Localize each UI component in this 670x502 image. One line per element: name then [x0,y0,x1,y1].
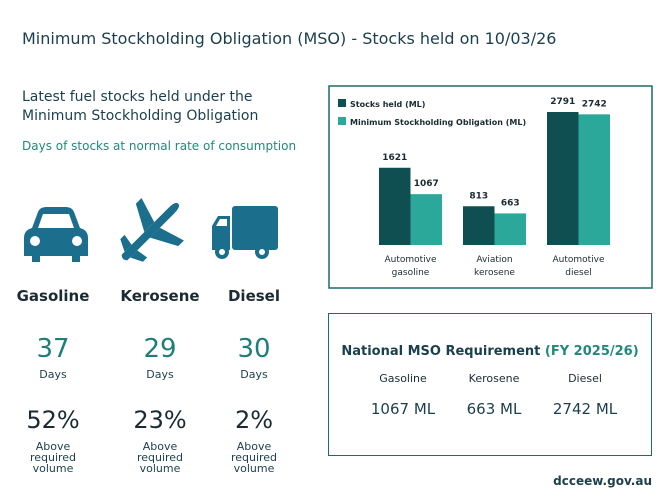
chart-panel [328,85,653,289]
requirement-title: National MSO Requirement (FY 2025/26) [329,344,651,359]
fuel-name: Kerosene [120,287,200,305]
footer: dcceew.gov.au [553,474,652,488]
requirement-name: Gasoline [379,372,427,385]
requirement-value: 1067 ML [370,400,436,418]
page-title: Minimum Stockholding Obligation (MSO) - … [22,29,557,48]
requirement-value: 663 ML [466,400,522,418]
bar-value-label: 1067 [414,179,439,189]
bar-value-label: 2742 [582,99,607,109]
category-label-box: Aviation kerosene [474,255,515,278]
category-label-box: Automotive gasoline [384,255,437,278]
heading: Latest fuel stocks held under the Minimu… [22,89,259,124]
x-tick-label: Automotive gasoline [384,255,437,278]
truck-icon [212,206,278,259]
fuel-percent: 2% [234,406,274,434]
fuel-caption: Above required volume [136,440,184,475]
plane-icon [120,198,184,262]
legend-label: Stocks held (ML) [350,100,425,109]
requirement-name: Kerosene [468,372,520,385]
requirement-panel: National MSO Requirement (FY 2025/26) Ga… [328,313,652,456]
bar [494,213,526,245]
fuel-percent: 23% [133,406,187,434]
bar-value-label: 2791 [550,97,575,107]
bar [547,112,579,245]
legend-swatch [338,117,346,125]
bar [410,194,442,245]
category-label-box: Automotive diesel [552,255,605,278]
subheading: Days of stocks at normal rate of consump… [22,139,297,153]
fuel-days: 37 [36,334,70,364]
days-label: Days [146,368,174,381]
bar [379,167,411,245]
fuel-caption: Above required volume [230,440,278,475]
fuel-icons [24,198,278,262]
bar-value-label: 1621 [382,153,407,163]
car-icon [24,207,88,262]
fuel-name: Diesel [227,287,280,305]
requirement-name: Diesel [568,372,602,385]
days-label: Days [240,368,268,381]
bar-value-label: 663 [501,198,520,208]
requirement-title-text: National MSO Requirement [341,344,541,359]
bar [578,114,610,245]
x-tick-label: Aviation kerosene [474,255,515,278]
fuel-days: 29 [143,334,177,364]
x-tick-label: Automotive diesel [552,255,605,278]
legend-swatch [338,99,346,107]
requirement-value: 2742 ML [552,400,618,418]
fuel-days: 30 [237,334,271,364]
legend-label: Minimum Stockholding Obligation (ML) [350,118,526,127]
fuel-name: Gasoline [16,287,90,305]
bar-value-label: 813 [469,191,488,201]
bar [463,206,495,245]
fuel-percent: 52% [26,406,80,434]
fuel-caption: Above required volume [29,440,77,475]
bar-chart: Stocks held (ML) Minimum Stockholding Obl… [328,85,653,289]
days-label: Days [39,368,67,381]
requirement-subtitle: (FY 2025/26) [544,344,639,359]
